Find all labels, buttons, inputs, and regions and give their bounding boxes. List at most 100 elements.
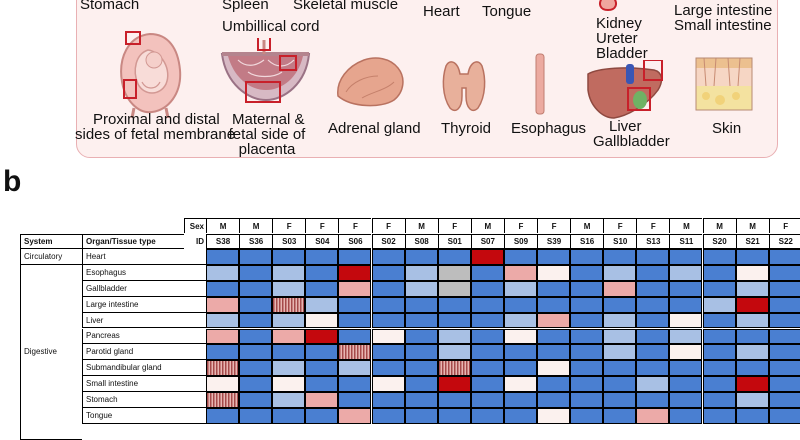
- heatmap-cell: [570, 376, 604, 393]
- label-small-intestine: Small intestine: [674, 17, 772, 34]
- heatmap-cell: [470, 328, 504, 345]
- heatmap-cell: [272, 392, 306, 408]
- sample-id-cell: S01: [437, 234, 471, 249]
- heatmap-cell: [437, 360, 471, 377]
- heatmap-cell: [503, 249, 537, 265]
- heatmap-cell: [702, 264, 736, 281]
- heatmap-cell: [768, 264, 800, 281]
- heatmap-cell: [338, 296, 372, 313]
- heatmap-cell: [537, 344, 571, 361]
- heatmap-cell: [669, 249, 703, 265]
- heatmap-cell: [371, 328, 405, 345]
- adrenal-gland-illustration: [337, 57, 404, 107]
- heatmap-cell: [735, 344, 769, 361]
- heatmap-cell: [735, 360, 769, 377]
- heatmap-cell: [702, 249, 736, 265]
- heatmap-cell: [338, 344, 372, 361]
- sample-id-cell: S10: [603, 234, 637, 249]
- heatmap-cell: [206, 344, 240, 361]
- heatmap-cell: [206, 264, 240, 281]
- heatmap-cell: [470, 392, 504, 408]
- heatmap-cell: [669, 392, 703, 408]
- sex-header-label: Sex: [184, 218, 206, 233]
- label-placenta-1: Maternal &: [232, 111, 305, 128]
- heatmap-cell: [206, 360, 240, 377]
- heatmap-cell: [735, 328, 769, 345]
- heatmap-cell: [702, 376, 736, 393]
- sample-id-cell: S04: [305, 234, 339, 249]
- uterus-illustration: [120, 31, 182, 118]
- system-label: Digestive: [20, 264, 82, 440]
- heatmap-cell: [305, 392, 339, 408]
- heatmap-cell: [603, 312, 637, 329]
- heatmap-cell: [537, 328, 571, 345]
- sex-cell: F: [305, 218, 339, 233]
- heatmap-cell: [239, 408, 273, 424]
- label-gallbladder: Gallbladder: [593, 133, 670, 150]
- thyroid-illustration: [442, 61, 486, 112]
- label-large-intestine: Large intestine: [674, 2, 773, 19]
- sample-id-cell: S39: [537, 234, 571, 249]
- sample-id-cell: S03: [272, 234, 306, 249]
- heatmap-cell: [305, 296, 339, 313]
- heatmap-cell: [669, 296, 703, 313]
- heatmap-cell: [768, 408, 800, 424]
- heatmap-cell: [768, 344, 800, 361]
- heatmap-cell: [702, 296, 736, 313]
- heatmap-cell: [470, 280, 504, 297]
- heatmap-cell: [338, 280, 372, 297]
- heatmap-cell: [404, 360, 438, 377]
- heatmap-cell: [371, 312, 405, 329]
- heatmap-cell: [437, 264, 471, 281]
- heatmap-cell: [371, 280, 405, 297]
- organ-label: Stomach: [82, 392, 206, 408]
- heatmap-cell: [239, 376, 273, 393]
- sex-cell: F: [338, 218, 372, 233]
- heatmap-cell: [603, 280, 637, 297]
- heatmap-cell: [305, 360, 339, 377]
- heatmap-cell: [272, 280, 306, 297]
- heatmap-cell: [239, 249, 273, 265]
- heatmap-cell: [636, 280, 670, 297]
- heatmap-cell: [371, 344, 405, 361]
- label-stomach: Stomach: [80, 0, 140, 13]
- heatmap-cell: [272, 328, 306, 345]
- heatmap-cell: [636, 296, 670, 313]
- heatmap-cell: [669, 376, 703, 393]
- heatmap-cell: [239, 264, 273, 281]
- heatmap-cell: [702, 360, 736, 377]
- sex-cell: F: [272, 218, 306, 233]
- esophagus-illustration: [535, 53, 545, 115]
- heatmap-cell: [636, 408, 670, 424]
- heatmap-cell: [206, 296, 240, 313]
- heatmap-cell: [437, 344, 471, 361]
- heatmap-cell: [570, 249, 604, 265]
- organ-label: Heart: [82, 249, 206, 265]
- placenta-illustration: [220, 38, 311, 103]
- sex-cell: M: [735, 218, 769, 233]
- heatmap-cell: [437, 408, 471, 424]
- heatmap-cell: [338, 264, 372, 281]
- sex-cell: F: [603, 218, 637, 233]
- heatmap-cell: [437, 280, 471, 297]
- sex-cell: M: [239, 218, 273, 233]
- heatmap-cell: [338, 360, 372, 377]
- heatmap-cell: [735, 376, 769, 393]
- heatmap-cell: [603, 344, 637, 361]
- heatmap-cell: [470, 344, 504, 361]
- heatmap-cell: [735, 264, 769, 281]
- heatmap-cell: [404, 264, 438, 281]
- heatmap-cell: [404, 312, 438, 329]
- label-tongue: Tongue: [482, 3, 532, 20]
- heatmap-cell: [570, 408, 604, 424]
- heatmap-cell: [537, 408, 571, 424]
- heatmap-cell: [404, 392, 438, 408]
- heatmap-cell: [768, 249, 800, 265]
- label-placenta-2: fetal side of: [228, 126, 306, 143]
- heatmap-cell: [603, 376, 637, 393]
- sample-id-cell: S07: [470, 234, 504, 249]
- heatmap-cell: [603, 360, 637, 377]
- label-thyroid: Thyroid: [441, 120, 492, 137]
- heatmap-cell: [768, 280, 800, 297]
- sample-id-cell: S38: [206, 234, 240, 249]
